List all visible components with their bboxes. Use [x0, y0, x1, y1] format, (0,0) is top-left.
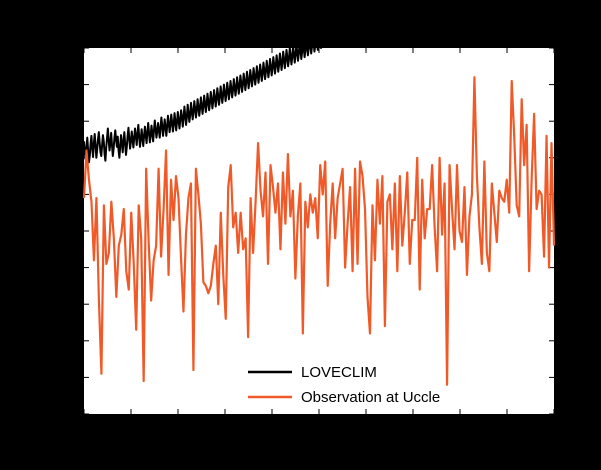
series-lines [82, 0, 556, 386]
series-line-observation [82, 76, 556, 386]
legend: LOVECLIM Observation at Uccle [248, 364, 440, 406]
legend-label-observation: Observation at Uccle [301, 389, 440, 406]
series-line-loveclim [83, 0, 408, 164]
legend-label-loveclim: LOVECLIM [301, 364, 377, 381]
